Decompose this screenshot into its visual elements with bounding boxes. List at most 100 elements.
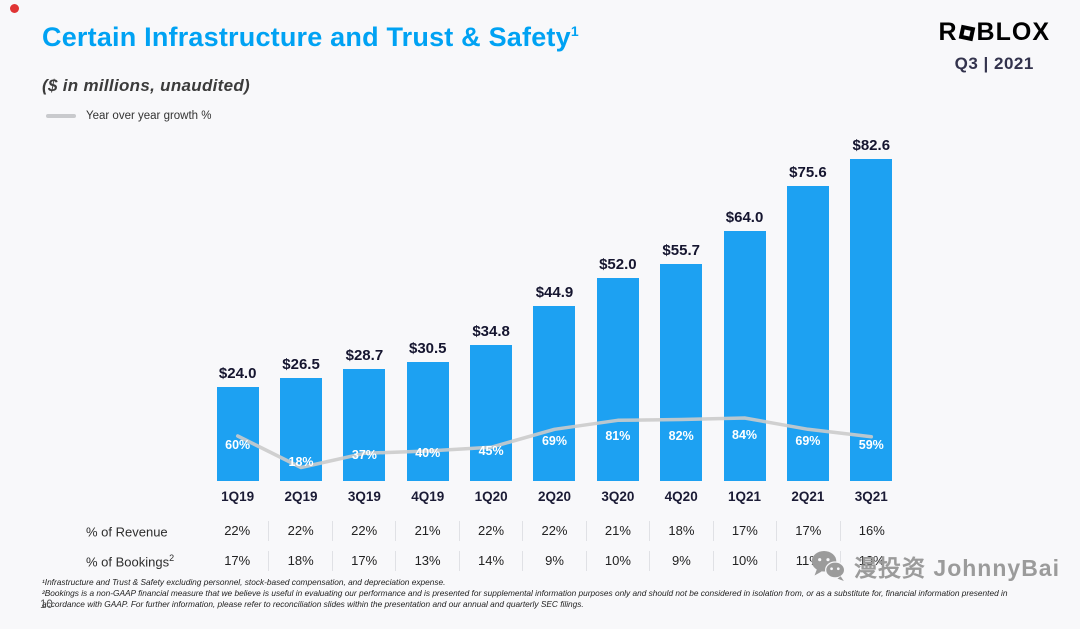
bar: 60% [216,387,259,481]
table-cell: 16% [839,521,903,541]
bar-column: $24.0 60% [206,138,269,481]
table-cell: 22% [224,523,251,538]
bar: 45% [470,345,513,481]
table-cell: 18% [649,521,712,541]
growth-percent-label: 37% [351,447,377,462]
bar-value-label: $28.7 [345,347,384,365]
bar: 59% [850,158,893,481]
table-cell: 22% [458,521,522,541]
growth-percent-label: 60% [225,437,251,452]
table-cell: 13% [395,551,458,571]
bar-value-label: $26.5 [282,355,320,373]
infrastructure-cost-bar-chart: $24.0 60% $26.5 18% $28.7 37% $30.5 40% $34.8 45%… [206,136,903,481]
growth-percent-label: 45% [478,444,504,459]
table-cell: 22% [522,521,585,541]
x-axis-label: 2Q19 [284,489,318,504]
bar: 37% [343,369,386,481]
roblox-logo: R BLOX [938,18,1050,47]
table-cell: 17% [776,521,839,541]
bar-value-label: $34.8 [472,323,510,341]
x-axis-label: 1Q21 [728,489,762,504]
revenue-row-label: % of Revenue [86,524,168,540]
period-label: Q3 | 2021 [954,54,1034,73]
table-cell: 14% [458,551,522,571]
roblox-square-icon [958,24,975,42]
watermark-text: 漫投资 JohnnyBai [854,555,1060,581]
table-cell: 22% [331,521,395,541]
footnotes: ¹Infrastructure and Trust & Safety exclu… [42,577,1044,610]
bar-value-label: $55.7 [662,241,700,259]
bar-value-label: $82.6 [852,136,891,154]
bar-column: $64.0 84% [713,138,776,481]
bar-value-label: $64.0 [725,209,764,227]
growth-percent-label: 69% [541,434,567,448]
bar: 40% [406,362,449,481]
x-axis-label: 2Q21 [791,489,825,504]
growth-percent-label: 59% [858,438,884,453]
bar-column: $44.9 69% [523,138,586,481]
growth-percent-label: 69% [795,434,821,448]
legend: Year over year growth % [46,110,212,122]
table-cell: 10% [585,551,649,571]
x-axis-label: 4Q20 [664,489,698,504]
table-cell: 21% [585,521,649,541]
wechat-icon [811,550,846,582]
growth-percent-label: 18% [288,455,314,470]
table-cell: 10% [712,551,776,571]
percent-of-bookings-row: 17% 18% 17% 13% 14% 9% 10% 9% 10% 11% 13% [206,551,903,571]
table-cell: 17% [712,521,776,541]
bar-column: $75.6 69% [776,138,839,481]
footnote-1: ¹Infrastructure and Trust & Safety exclu… [42,577,446,587]
table-cell: 13% [839,551,903,571]
growth-percent-label: 84% [732,427,758,442]
legend-line-swatch-icon [46,114,76,118]
page-number: 10 [40,599,53,611]
bar-value-label: $44.9 [535,283,574,301]
subtitle: ($ in millions, unaudited) [42,76,251,95]
bar-column: $30.5 40% [396,138,459,481]
logo-prefix: R [938,18,958,46]
table-cell: 9% [522,551,585,571]
table-cell: 21% [395,521,458,541]
bar-value-label: $75.6 [789,164,827,182]
table-cell: 9% [649,551,712,571]
bar-value-label: $52.0 [599,256,637,274]
bar-column: $52.0 81% [586,138,649,481]
footnote-2: ²Bookings is a non-GAAP financial measur… [42,587,1008,609]
growth-percent-label: 81% [605,429,631,443]
table-cell: 17% [224,553,251,568]
page-title-text: Certain Infrastructure and Trust & Safet… [42,22,571,52]
watermark: 漫投资 JohnnyBai [809,547,1060,585]
bar: 69% [533,305,576,481]
x-axis-label: 1Q20 [474,489,508,504]
bar: 81% [596,278,639,481]
bar-value-label: $24.0 [218,365,257,383]
bar-value-label: $30.5 [408,340,447,357]
bar-column: $34.8 45% [459,138,522,481]
page-title: Certain Infrastructure and Trust & Safet… [42,22,579,53]
bar: 82% [660,263,703,481]
table-cell: 22% [268,521,331,541]
x-axis-label: 4Q19 [411,489,445,504]
bar: 84% [723,231,766,481]
bar-column: $55.7 82% [650,138,713,481]
x-axis-label: 2Q20 [537,489,571,504]
bookings-row-label: % of Bookings2 [86,553,175,570]
x-axis-label: 1Q19 [221,489,255,504]
growth-percent-label: 82% [668,428,694,443]
bar-column: $26.5 18% [269,138,332,481]
red-dot-icon [10,4,19,13]
x-axis-label: 3Q20 [601,489,635,504]
table-cell: 18% [268,551,331,571]
growth-percent-label: 40% [415,446,441,461]
table-cell: 17% [331,551,395,571]
x-axis: 1Q19 2Q19 3Q19 4Q19 1Q20 2Q20 3Q20 4Q20 1Q21 2Q21… [206,489,903,504]
logo-suffix: BLOX [976,18,1050,46]
title-footnote-marker: 1 [570,23,579,39]
percent-of-revenue-row: 22% 22% 22% 21% 22% 22% 21% 18% 17% 17% 16% [206,521,903,541]
brand-block: R BLOX Q3 | 2021 [938,18,1050,74]
bar-column: $28.7 37% [333,138,396,481]
x-axis-label: 3Q19 [347,489,381,504]
bar: 69% [786,186,829,481]
